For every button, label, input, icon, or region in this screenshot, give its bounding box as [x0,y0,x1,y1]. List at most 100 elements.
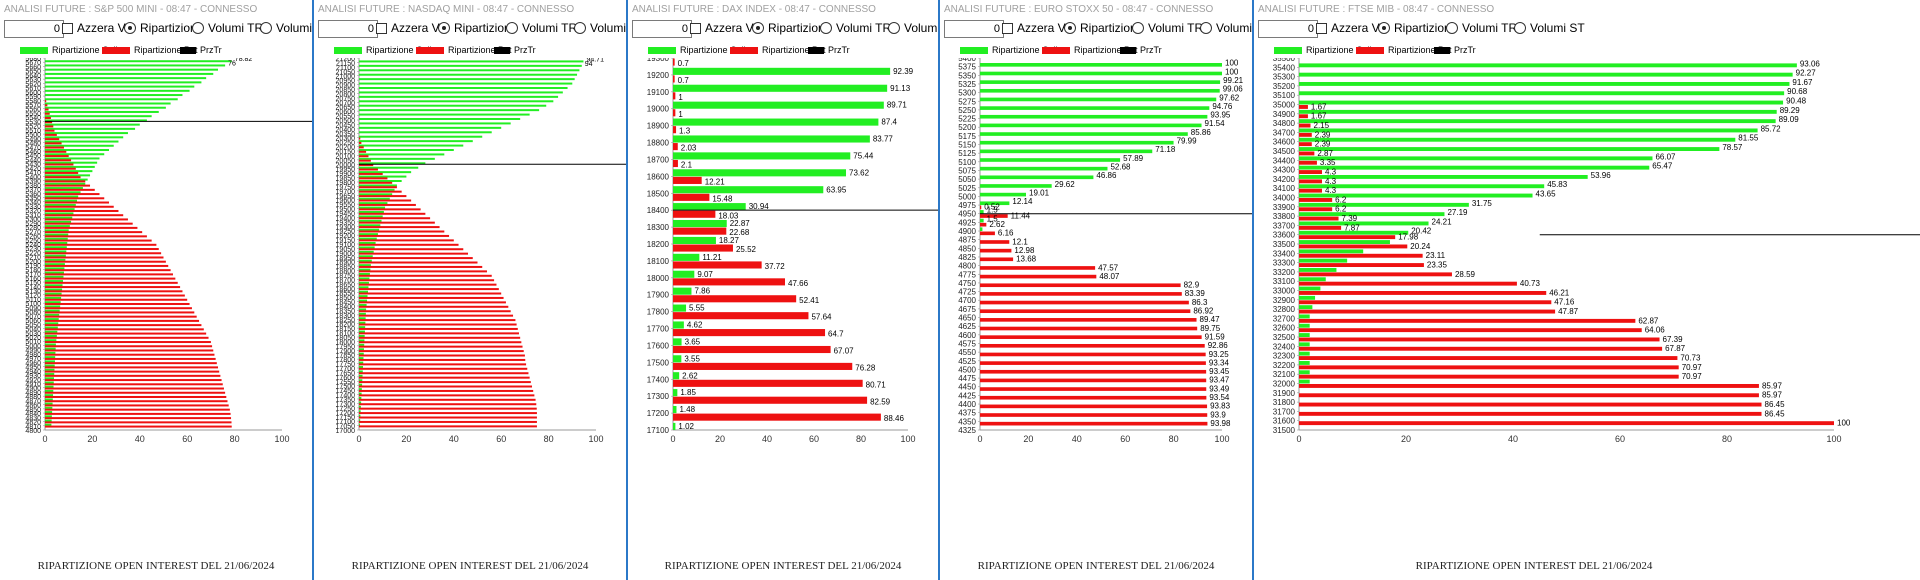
radio-icon[interactable] [820,22,832,34]
value-input[interactable]: 0 [944,20,1004,38]
put-data-label: 2.39 [1315,130,1331,139]
put-bar [359,172,383,175]
y-tick-label: 5090 [25,305,41,312]
value-input[interactable]: 0 [1258,20,1318,38]
radio-ripartizione[interactable]: Ripartizione [1064,21,1143,35]
reset-checkbox[interactable]: Azzera Vl. [1002,21,1072,35]
checkbox-icon[interactable] [690,22,701,34]
radio-icon[interactable] [1514,22,1526,34]
put-bar [359,296,504,299]
reset-checkbox[interactable]: Azzera Vl. [690,21,760,35]
radio-volumi-st[interactable]: Volumi ST [1200,21,1252,35]
call-bar [359,184,397,187]
checkbox-icon[interactable] [1316,22,1327,34]
put-bar [45,100,47,103]
call-bar [359,374,363,377]
put-bar [45,260,166,263]
y-tick-label: 5050 [25,322,41,329]
radio-volumi-st[interactable]: Volumi ST [888,21,938,35]
radio-volumi-tr[interactable]: Volumi TR [506,21,577,35]
put-data-label: 6.2 [1335,195,1347,204]
y-tick-label: 5150 [958,141,976,150]
legend-call: Ripartizione Call [1274,45,1372,55]
put-bar [45,328,204,331]
checkbox-icon[interactable] [376,22,387,34]
radio-ripartizione[interactable]: Ripartizione [752,21,831,35]
call-bar [980,210,984,214]
checkbox-icon[interactable] [62,22,73,34]
radio-selected-icon[interactable] [1064,22,1076,34]
radio-volumi-tr[interactable]: Volumi TR [192,21,263,35]
call-bar [359,348,364,351]
radio-volumi-st[interactable]: Volumi ST [1514,21,1585,35]
radio-icon[interactable] [888,22,900,34]
radio-icon[interactable] [260,22,272,34]
radio-volumi-st[interactable]: Volumi ST [260,21,312,35]
value-input[interactable]: 0 [632,20,692,38]
call-bar [359,82,573,85]
call-bar [359,339,365,342]
put-bar [1299,318,1636,323]
call-bar [45,267,65,270]
radio-icon[interactable] [1132,22,1144,34]
value-input[interactable]: 0 [4,20,64,38]
put-bar [1299,105,1308,109]
radio-icon[interactable] [1200,22,1212,34]
radio-volumi-tr[interactable]: Volumi TR [820,21,891,35]
put-bar [673,159,678,168]
radio-icon[interactable] [506,22,518,34]
put-data-label: 1.67 [1311,112,1327,121]
radio-selected-icon[interactable] [752,22,764,34]
value-input[interactable]: 0 [318,20,378,38]
reset-checkbox[interactable]: Azzera Vl. [376,21,446,35]
radio-label: Volumi ST [904,21,938,35]
put-bar [45,336,209,339]
y-tick-label: 4600 [958,331,976,340]
y-tick-label: 19400 [336,215,356,222]
y-tick-label: 19800 [336,180,356,187]
legend-prz: PrzTr [1120,45,1162,55]
put-data-label: 0.7 [678,76,690,85]
put-bar [45,218,128,221]
radio-ripartizione[interactable]: Ripartizione [438,21,517,35]
radio-selected-icon[interactable] [124,22,136,34]
put-bar [45,193,100,196]
y-tick-label: 33000 [1273,287,1296,296]
call-data-label: 27.19 [1447,208,1468,217]
x-tick-label: 0 [977,434,982,444]
y-tick-label: 4820 [25,420,41,427]
reset-checkbox[interactable]: Azzera Vl. [62,21,132,35]
radio-icon[interactable] [192,22,204,34]
put-bar [1299,170,1323,175]
legend-put: Ripartizione Put [102,45,198,55]
checkbox-icon[interactable] [1002,22,1013,34]
y-tick-label: 4990 [25,348,41,355]
radio-volumi-tr[interactable]: Volumi TR [1446,21,1517,35]
y-tick-label: 35100 [1273,91,1296,100]
put-bar [359,257,473,260]
call-bar [359,87,568,89]
call-data-label: 18.27 [719,236,740,245]
put-bar [45,197,105,200]
radio-icon[interactable] [574,22,586,34]
y-tick-label: 17400 [647,375,670,384]
radio-ripartizione[interactable]: Ripartizione [124,21,203,35]
call-data-label: 90.48 [1786,97,1807,106]
y-tick-label: 20650 [336,105,356,112]
radio-volumi-tr[interactable]: Volumi TR [1132,21,1203,35]
call-bar [359,206,386,209]
radio-icon[interactable] [1446,22,1458,34]
radio-volumi-st[interactable]: Volumi ST [574,21,626,35]
radio-selected-icon[interactable] [438,22,450,34]
y-tick-label: 17000 [336,428,356,435]
radio-selected-icon[interactable] [1378,22,1390,34]
put-data-label: 89.75 [1200,324,1221,333]
radio-ripartizione[interactable]: Ripartizione [1378,21,1457,35]
call-bar [673,186,824,194]
call-bar [359,330,365,333]
call-bar [359,246,375,249]
reset-checkbox[interactable]: Azzera Vl. [1316,21,1386,35]
y-tick-label: 4840 [25,411,41,418]
y-tick-label: 5225 [958,115,976,124]
call-bar [45,385,54,388]
